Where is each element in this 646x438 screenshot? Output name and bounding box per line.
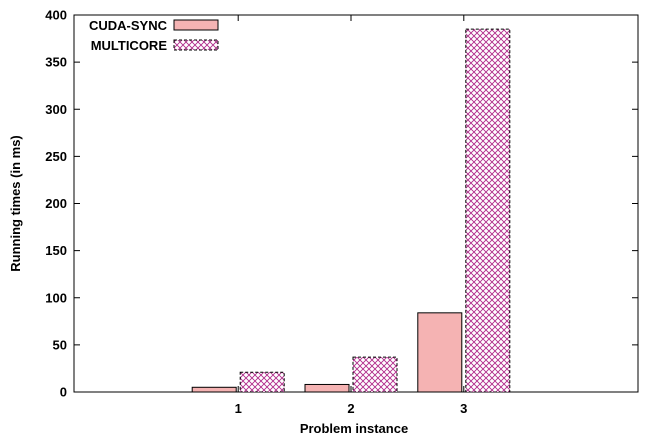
y-tick-label: 200 — [45, 196, 67, 211]
bar-multicore-2 — [352, 356, 398, 393]
y-tick-label: 50 — [53, 337, 67, 352]
bar-cuda-sync-1 — [191, 386, 237, 393]
plot-border — [73, 14, 639, 393]
legend-label-cuda-sync: CUDA-SYNC — [89, 18, 168, 33]
bar-cuda-sync-2 — [304, 383, 350, 393]
bars-group — [191, 28, 511, 393]
y-tick-label: 350 — [45, 55, 67, 70]
x-tick-label: 2 — [347, 401, 354, 416]
legend: CUDA-SYNC MULTICORE — [89, 18, 219, 53]
y-tick-label: 0 — [60, 385, 67, 400]
bar-cuda-sync-3 — [417, 312, 463, 393]
bar-multicore-1 — [239, 371, 285, 393]
axes-group: 0 50 100 150 200 250 300 350 400 1 2 3 — [45, 8, 638, 416]
y-axis-title: Running times (in ms) — [8, 135, 23, 272]
legend-label-multicore: MULTICORE — [91, 38, 168, 53]
y-tick-label: 150 — [45, 243, 67, 258]
y-tick-label: 300 — [45, 102, 67, 117]
x-tick-label: 1 — [235, 401, 242, 416]
x-tick-label: 3 — [460, 401, 467, 416]
x-axis-title: Problem instance — [300, 421, 408, 436]
y-tick-label: 250 — [45, 149, 67, 164]
plot-area — [73, 14, 639, 393]
legend-swatch-multicore — [173, 39, 219, 51]
y-tick-label: 100 — [45, 290, 67, 305]
legend-swatch-cuda-sync — [173, 19, 219, 31]
bar-multicore-3 — [465, 28, 511, 393]
y-tick-label: 400 — [45, 8, 67, 23]
